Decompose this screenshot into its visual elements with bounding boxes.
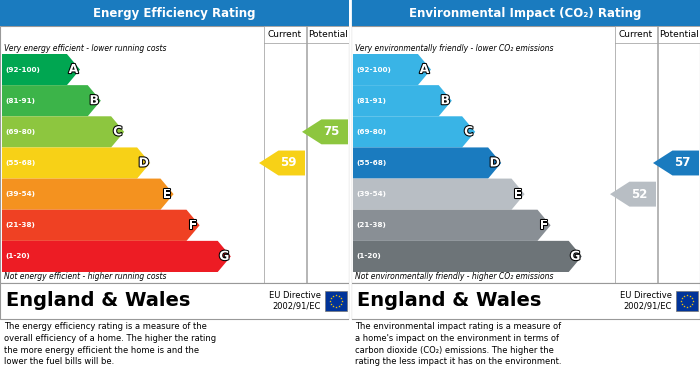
Text: The environmental impact rating is a measure of
a home's impact on the environme: The environmental impact rating is a mea…	[355, 322, 561, 366]
Text: A: A	[419, 63, 429, 76]
Text: Potential: Potential	[659, 30, 699, 39]
Text: D: D	[139, 156, 149, 170]
Text: (1-20): (1-20)	[5, 253, 29, 260]
Text: 59: 59	[280, 156, 297, 170]
Text: England & Wales: England & Wales	[357, 292, 541, 310]
Polygon shape	[353, 116, 475, 147]
Bar	[0, 283, 349, 319]
Text: A: A	[69, 63, 78, 76]
Text: F: F	[189, 219, 197, 232]
Text: Very environmentally friendly - lower CO₂ emissions: Very environmentally friendly - lower CO…	[355, 44, 554, 53]
Text: 52: 52	[631, 188, 648, 201]
Text: England & Wales: England & Wales	[6, 292, 190, 310]
Bar	[658, 26, 700, 43]
Polygon shape	[353, 147, 501, 179]
Text: B: B	[440, 94, 450, 107]
Text: (81-91): (81-91)	[5, 98, 35, 104]
Text: (69-80): (69-80)	[5, 129, 35, 135]
Polygon shape	[2, 241, 231, 272]
Polygon shape	[259, 151, 305, 176]
Text: (1-20): (1-20)	[356, 253, 381, 260]
Text: (69-80): (69-80)	[356, 129, 386, 135]
Text: F: F	[540, 219, 548, 232]
Text: (39-54): (39-54)	[5, 191, 35, 197]
Bar	[351, 283, 700, 319]
Text: E: E	[163, 188, 172, 201]
Text: C: C	[464, 126, 473, 138]
Text: EU Directive
2002/91/EC: EU Directive 2002/91/EC	[269, 291, 321, 311]
Text: Not energy efficient - higher running costs: Not energy efficient - higher running co…	[4, 272, 167, 281]
Text: Current: Current	[268, 30, 302, 39]
Bar	[615, 26, 657, 43]
Text: Energy Efficiency Rating: Energy Efficiency Rating	[93, 7, 256, 20]
Text: 57: 57	[674, 156, 691, 170]
Polygon shape	[353, 241, 582, 272]
Text: D: D	[489, 156, 500, 170]
Bar	[307, 26, 349, 43]
Polygon shape	[2, 210, 199, 241]
Text: C: C	[113, 126, 122, 138]
Text: (92-100): (92-100)	[356, 66, 391, 73]
Polygon shape	[2, 147, 150, 179]
Polygon shape	[353, 54, 431, 85]
Polygon shape	[653, 151, 699, 176]
Polygon shape	[2, 179, 174, 210]
Text: (81-91): (81-91)	[356, 98, 386, 104]
Text: Potential: Potential	[308, 30, 348, 39]
Polygon shape	[302, 119, 348, 144]
Polygon shape	[2, 85, 101, 116]
Text: Current: Current	[619, 30, 653, 39]
Text: The energy efficiency rating is a measure of the
overall efficiency of a home. T: The energy efficiency rating is a measur…	[4, 322, 216, 366]
Text: (21-38): (21-38)	[5, 222, 35, 228]
Polygon shape	[2, 116, 124, 147]
Text: (92-100): (92-100)	[5, 66, 40, 73]
Text: E: E	[514, 188, 522, 201]
Bar	[351, 26, 700, 283]
Text: (39-54): (39-54)	[356, 191, 386, 197]
Text: G: G	[570, 250, 580, 263]
Polygon shape	[353, 179, 524, 210]
Text: G: G	[219, 250, 230, 263]
Text: Very energy efficient - lower running costs: Very energy efficient - lower running co…	[4, 44, 167, 53]
Bar	[0, 26, 349, 283]
Polygon shape	[2, 54, 80, 85]
Text: Environmental Impact (CO₂) Rating: Environmental Impact (CO₂) Rating	[410, 7, 642, 20]
Bar	[676, 291, 698, 311]
Bar	[0, 0, 349, 26]
Text: B: B	[90, 94, 99, 107]
Bar	[325, 291, 347, 311]
Text: (55-68): (55-68)	[356, 160, 386, 166]
Bar	[264, 26, 306, 43]
Text: (21-38): (21-38)	[356, 222, 386, 228]
Text: EU Directive
2002/91/EC: EU Directive 2002/91/EC	[620, 291, 672, 311]
Bar	[351, 0, 700, 26]
Text: (55-68): (55-68)	[5, 160, 35, 166]
Polygon shape	[353, 210, 551, 241]
Polygon shape	[353, 85, 452, 116]
Text: Not environmentally friendly - higher CO₂ emissions: Not environmentally friendly - higher CO…	[355, 272, 554, 281]
Polygon shape	[610, 182, 656, 206]
Text: 75: 75	[323, 126, 340, 138]
